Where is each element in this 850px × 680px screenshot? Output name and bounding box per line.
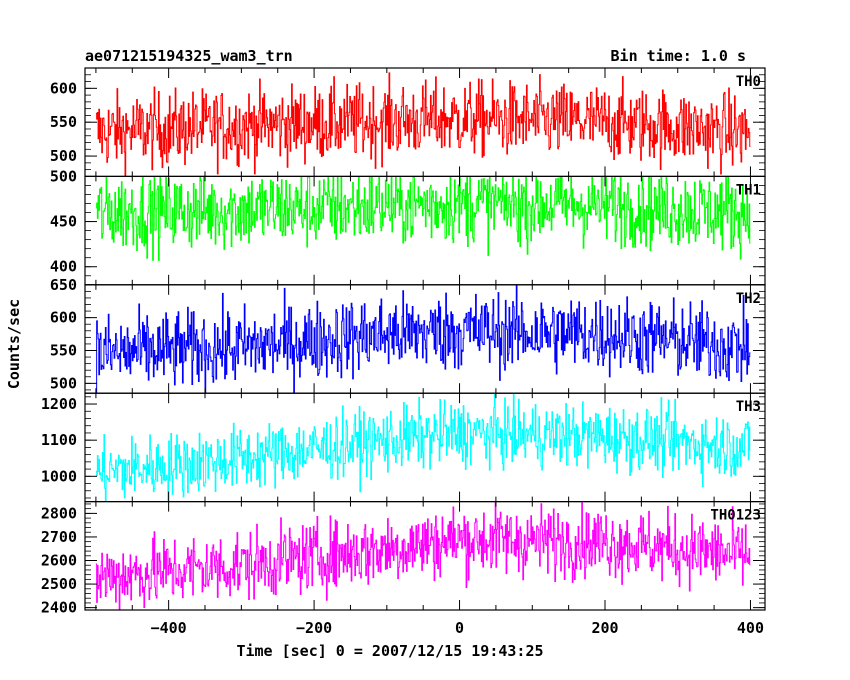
y-tick-label-th1: 400 xyxy=(50,258,77,276)
y-tick-label-th1: 450 xyxy=(50,213,77,231)
series-line-th1 xyxy=(95,176,751,261)
y-tick-label-th2: 650 xyxy=(50,276,77,294)
y-tick-label-th2: 500 xyxy=(50,374,77,392)
y-tick-label-th3: 1100 xyxy=(41,431,77,449)
chart-title: ae071215194325_wam3_trn xyxy=(85,47,293,65)
y-tick-label-th0123: 2800 xyxy=(41,504,77,522)
y-tick-label-th0: 550 xyxy=(50,113,77,131)
x-tick-label: 0 xyxy=(455,619,464,637)
x-tick-label: 400 xyxy=(737,619,764,637)
series-line-th2 xyxy=(96,284,751,394)
y-tick-label-th1: 500 xyxy=(50,167,77,185)
x-tick-label: 200 xyxy=(591,619,618,637)
y-tick-label-th3: 1000 xyxy=(41,467,77,485)
series-line-th3 xyxy=(95,393,751,502)
x-axis-title: Time [sec] 0 = 2007/12/15 19:43:25 xyxy=(236,642,543,660)
x-tick-label: −200 xyxy=(296,619,332,637)
x-tick-label: −400 xyxy=(151,619,187,637)
y-axis-title: Counts/sec xyxy=(5,299,23,389)
bin-time-label: Bin time: 1.0 s xyxy=(610,47,746,65)
y-tick-label-th0: 500 xyxy=(50,147,77,165)
y-tick-label-th3: 1200 xyxy=(41,395,77,413)
panel-label-th0123: TH0123 xyxy=(710,508,761,524)
panel-label-th3: TH3 xyxy=(736,399,761,415)
series-line-th0 xyxy=(95,72,751,177)
series-line-th0123 xyxy=(95,501,751,610)
y-tick-label-th0123: 2400 xyxy=(41,599,77,617)
y-tick-label-th2: 600 xyxy=(50,309,77,327)
y-tick-label-th0123: 2700 xyxy=(41,528,77,546)
y-tick-label-th2: 550 xyxy=(50,341,77,359)
panel-label-th2: TH2 xyxy=(736,291,761,307)
panel-frame-th0123 xyxy=(84,501,766,611)
panel-label-th0: TH0 xyxy=(736,74,761,90)
panel-label-th1: TH1 xyxy=(736,182,761,198)
y-tick-label-th0123: 2600 xyxy=(41,552,77,570)
y-tick-label-th0123: 2500 xyxy=(41,575,77,593)
y-tick-label-th0: 600 xyxy=(50,79,77,97)
